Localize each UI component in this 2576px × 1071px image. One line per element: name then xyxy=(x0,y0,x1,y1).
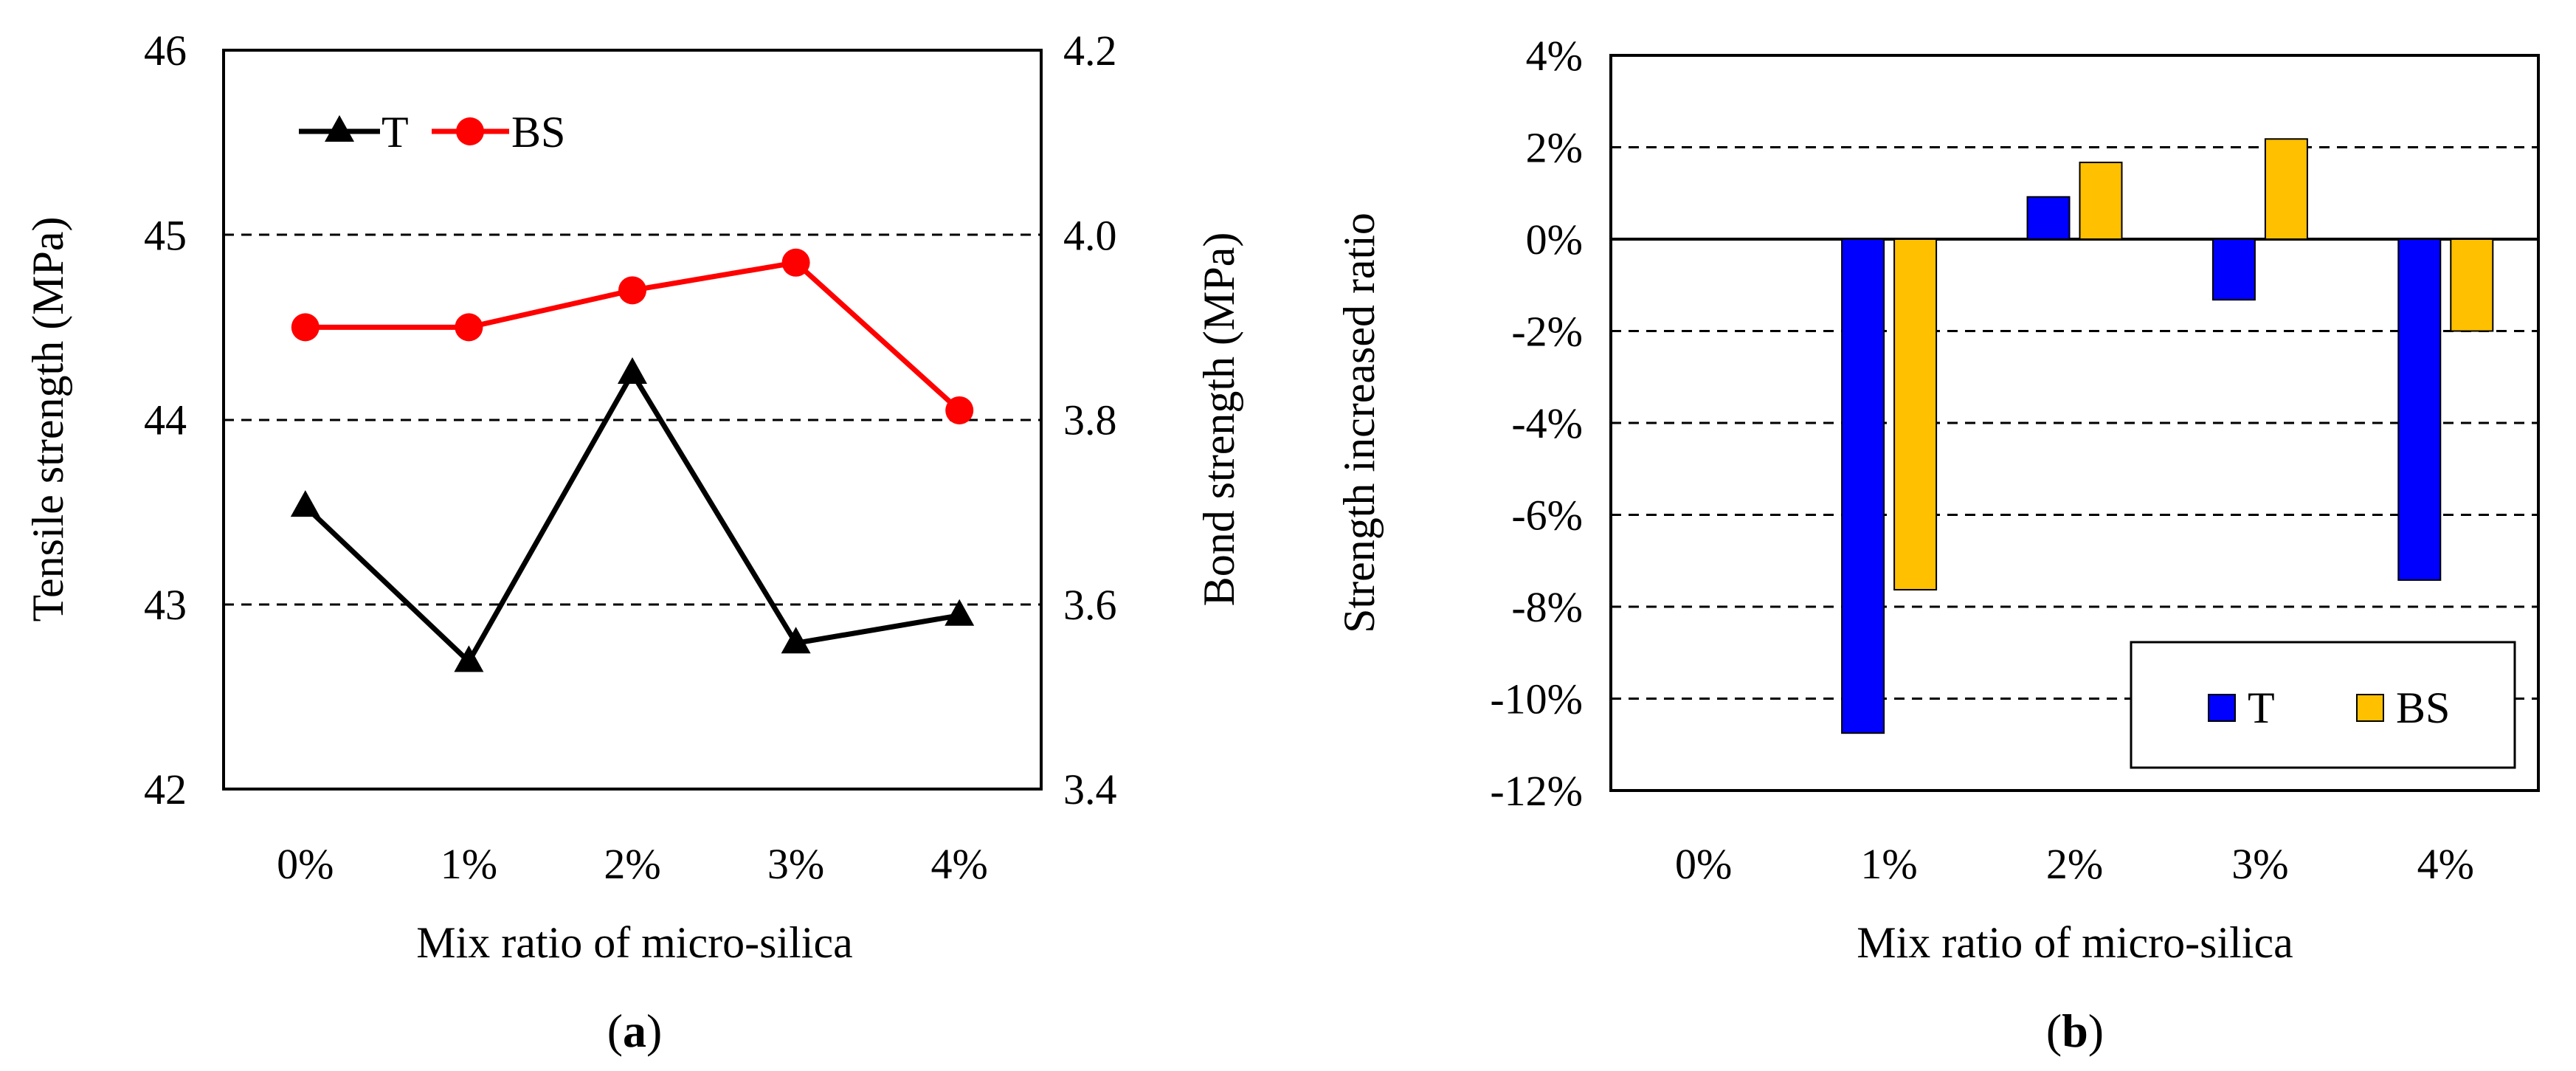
bar-t xyxy=(2211,238,2256,301)
panel-a-right-axis-title: Bond strength (MPa) xyxy=(1195,233,1243,607)
panel-a-left-tick-label: 46 xyxy=(144,27,187,75)
panel-a-plot-frame xyxy=(222,49,1043,791)
legend-t-triangle-marker xyxy=(325,115,354,142)
bar-t xyxy=(2026,196,2071,241)
legend-bs-label: BS xyxy=(2396,683,2450,732)
series-t-line xyxy=(303,371,960,664)
panel-b-x-tick-label: 0% xyxy=(1675,840,1732,888)
legend-t-label: T xyxy=(2248,683,2275,732)
panel-b-y-tick-label: 2% xyxy=(1526,124,1583,172)
panel-b-y-tick-label: -4% xyxy=(1511,399,1583,447)
panel-a-x-tick-label: 2% xyxy=(604,840,660,888)
panel-a-right-tick-label: 3.8 xyxy=(1063,396,1117,444)
panel-b-y-tick-label: 0% xyxy=(1526,216,1583,264)
legend-bs-swatch xyxy=(2356,694,2384,722)
panel-b-x-tick-label: 1% xyxy=(1860,840,1917,888)
series-t-point xyxy=(454,645,484,672)
panel-a-left-tick-label: 42 xyxy=(144,765,187,813)
panel-b-y-tick-label: -10% xyxy=(1490,675,1583,723)
panel-a-right-tick-label: 4.0 xyxy=(1063,211,1117,259)
panel-b-grid xyxy=(1611,146,2538,700)
panel-a-label: (a) xyxy=(607,1005,663,1057)
series-bs-point xyxy=(945,396,974,424)
panel-a-left-tick-label: 45 xyxy=(144,211,187,259)
panel-b-legend-box xyxy=(2130,641,2516,769)
panel-b-x-tick-label: 3% xyxy=(2231,840,2288,888)
bar-bs xyxy=(1893,238,1938,590)
panel-a-x-tick-labels: 0% 1% 2% 3% 4% xyxy=(277,840,988,888)
panel-b-y-axis-title: Strength increased ratio xyxy=(1335,213,1384,633)
panel-a-right-tick-labels: 3.4 3.6 3.8 4.0 4.2 xyxy=(1063,27,1117,813)
panel-a-right-tick-label: 3.6 xyxy=(1063,581,1117,629)
panel-b-y-tick-labels: -12% -10% -8% -6% -4% -2% 0% 2% 4% xyxy=(1490,32,1583,815)
panel-a-x-tick-label: 3% xyxy=(767,840,824,888)
series-bs-point xyxy=(455,313,483,342)
panel-a-x-tick-label: 1% xyxy=(441,840,497,888)
legend-bs-circle-marker xyxy=(456,117,484,145)
panel-b-y-tick-label: -12% xyxy=(1490,767,1583,815)
panel-a-left-tick-label: 44 xyxy=(144,396,187,444)
legend-t-label: T xyxy=(381,108,409,156)
series-t-point xyxy=(290,490,320,517)
series-t-point xyxy=(781,627,811,654)
panel-a-y-axis-title: Tensile strength (MPa) xyxy=(24,216,72,621)
series-t-point xyxy=(618,357,647,384)
bar-bs xyxy=(2450,238,2494,332)
panel-a-left-tick-labels: 42 43 44 45 46 xyxy=(144,27,187,813)
panel-b-x-tick-label: 4% xyxy=(2417,840,2474,888)
panel-b-x-tick-labels: 0% 1% 2% 3% 4% xyxy=(1675,840,2474,888)
panel-a-line-chart: 42 43 44 45 46 3.4 3.6 3.8 4.0 4.2 0% 1% 2% 3% 4% Te… xyxy=(24,27,1243,1057)
panel-a-series xyxy=(290,248,975,672)
panel-a-right-tick-label: 3.4 xyxy=(1063,765,1117,813)
panel-b-x-axis-title: Mix ratio of micro-silica xyxy=(1857,918,2293,967)
panel-b-y-tick-label: -6% xyxy=(1511,492,1583,540)
series-bs-point xyxy=(291,313,320,342)
bar-t xyxy=(1841,238,1885,734)
panel-a-left-tick-label: 43 xyxy=(144,581,187,629)
panel-b-bar-chart: -12% -10% -8% -6% -4% -2% 0% 2% 4% 0% 1% 2% 3% 4% St… xyxy=(1335,32,2540,1057)
panel-a-legend: T BS xyxy=(299,108,565,156)
panel-b-y-tick-label: 4% xyxy=(1526,32,1583,80)
bar-t xyxy=(2397,238,2442,581)
series-t-point xyxy=(945,599,975,626)
series-bs-point xyxy=(618,276,646,305)
panel-b-y-tick-label: -2% xyxy=(1511,308,1583,356)
bar-bs xyxy=(2264,138,2308,240)
panel-b-plot-frame xyxy=(1609,54,2540,792)
series-bs-point xyxy=(781,248,810,277)
panel-a-right-tick-label: 4.2 xyxy=(1063,27,1117,75)
panel-b-bars xyxy=(1841,138,2494,734)
panel-a-x-tick-label: 0% xyxy=(277,840,334,888)
legend-bs-label: BS xyxy=(511,108,565,156)
panel-b-label: (b) xyxy=(2046,1005,2104,1057)
panel-b-x-tick-label: 2% xyxy=(2046,840,2103,888)
legend-t-swatch xyxy=(2208,694,2236,722)
panel-a-x-axis-title: Mix ratio of micro-silica xyxy=(416,918,853,967)
panel-b-legend: T BS xyxy=(2130,641,2516,769)
panel-a-x-tick-label: 4% xyxy=(931,840,988,888)
bar-bs xyxy=(2079,162,2123,240)
panel-b-y-tick-label: -8% xyxy=(1511,583,1583,631)
